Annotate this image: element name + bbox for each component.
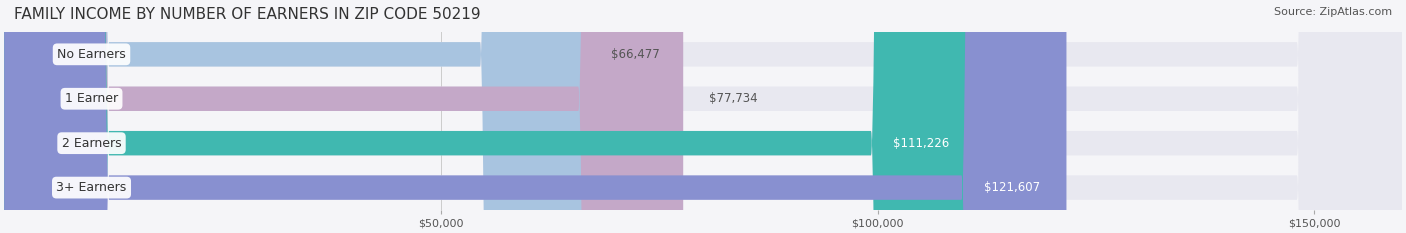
Text: FAMILY INCOME BY NUMBER OF EARNERS IN ZIP CODE 50219: FAMILY INCOME BY NUMBER OF EARNERS IN ZI…: [14, 7, 481, 22]
FancyBboxPatch shape: [4, 0, 1402, 233]
FancyBboxPatch shape: [4, 0, 1402, 233]
Text: 3+ Earners: 3+ Earners: [56, 181, 127, 194]
Text: $111,226: $111,226: [893, 137, 949, 150]
Text: No Earners: No Earners: [58, 48, 127, 61]
FancyBboxPatch shape: [4, 0, 1402, 233]
FancyBboxPatch shape: [4, 0, 585, 233]
Text: $121,607: $121,607: [984, 181, 1040, 194]
FancyBboxPatch shape: [4, 0, 976, 233]
Text: 2 Earners: 2 Earners: [62, 137, 121, 150]
FancyBboxPatch shape: [4, 0, 683, 233]
Text: $66,477: $66,477: [612, 48, 659, 61]
Text: Source: ZipAtlas.com: Source: ZipAtlas.com: [1274, 7, 1392, 17]
FancyBboxPatch shape: [4, 0, 1067, 233]
FancyBboxPatch shape: [4, 0, 1402, 233]
Text: $77,734: $77,734: [710, 92, 758, 105]
Text: 1 Earner: 1 Earner: [65, 92, 118, 105]
